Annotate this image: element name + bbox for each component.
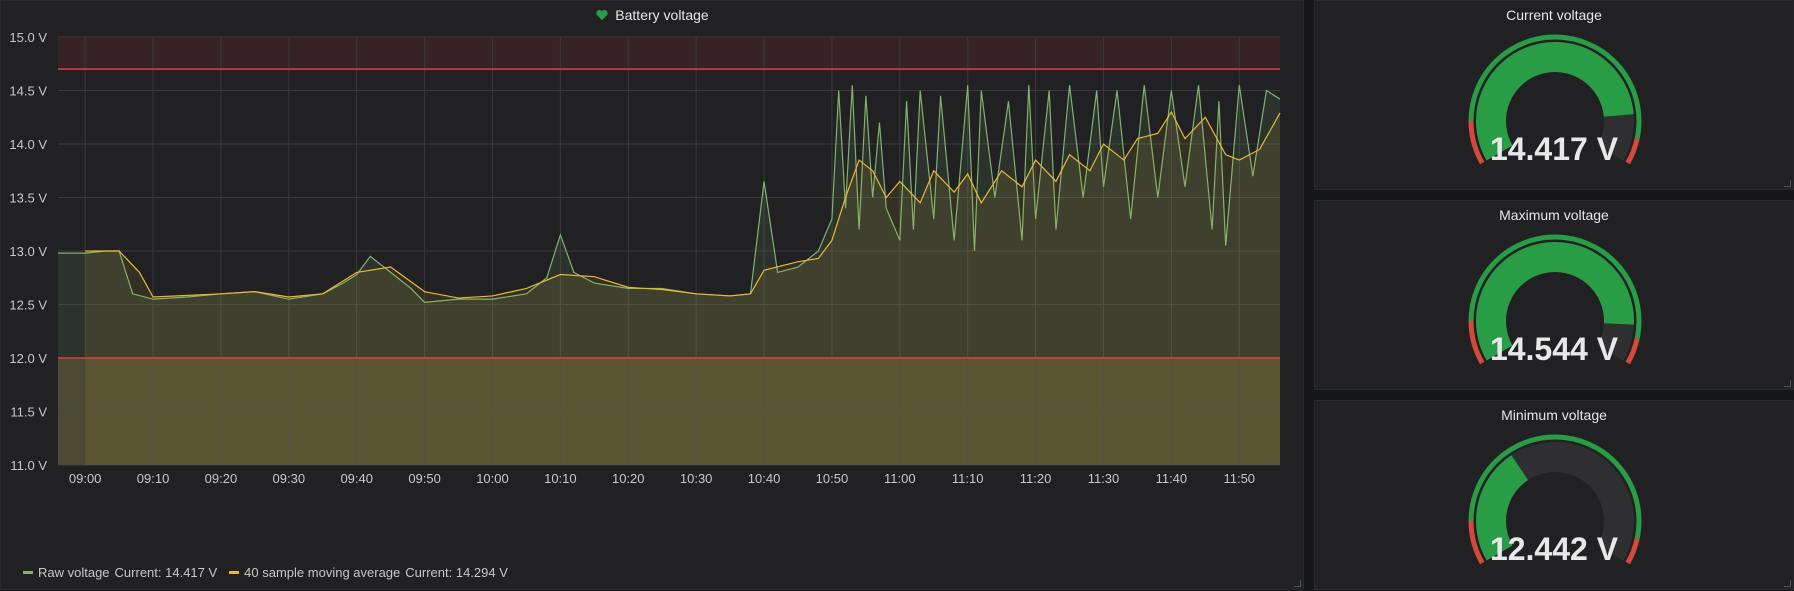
legend-avg-label: 40 sample moving average: [244, 565, 401, 580]
x-tick-label: 11:20: [1020, 471, 1052, 486]
high-threshold-arc: [1625, 537, 1640, 565]
maximum-voltage-gauge: [1468, 234, 1642, 365]
high-threshold-arc: [1625, 337, 1640, 365]
gauge-value-arc: [1476, 242, 1634, 361]
gauge-panel-minimum: Minimum voltage 12.442 V: [1314, 400, 1794, 590]
resize-handle[interactable]: [1784, 580, 1791, 587]
normal-range-arc: [1468, 234, 1642, 339]
y-tick-label: 11.0 V: [10, 458, 47, 473]
graph-panel-header[interactable]: Battery voltage: [1, 7, 1303, 25]
x-tick-label: 09:50: [408, 471, 441, 486]
battery-voltage-panel: Battery voltage 11.0 V 11.5 V 12.0 V 12.5 V…: [0, 0, 1304, 590]
legend-avg-current: Current: 14.294 V: [405, 565, 508, 580]
minimum-voltage-gauge: [1468, 434, 1642, 565]
y-tick-label: 12.5 V: [9, 298, 47, 313]
x-tick-label: 11:30: [1088, 471, 1120, 486]
x-tick-label: 11:50: [1223, 471, 1255, 486]
normal-range-arc: [1468, 34, 1642, 139]
heart-icon: [596, 10, 608, 21]
current-voltage-gauge: [1468, 34, 1642, 165]
raw-voltage-swatch: [23, 571, 33, 574]
resize-handle[interactable]: [1784, 180, 1791, 187]
low-threshold-arc: [1468, 520, 1485, 565]
x-tick-label: 09:20: [205, 471, 238, 486]
y-tick-label: 12.0 V: [9, 351, 47, 366]
gauge-value: 12.442 V: [1489, 531, 1619, 567]
graph-title: Battery voltage: [615, 7, 709, 23]
resize-handle[interactable]: [1294, 580, 1301, 587]
gauge-title[interactable]: Minimum voltage: [1501, 407, 1607, 423]
x-tick-label: 09:10: [137, 471, 170, 486]
y-tick-label: 13.5 V: [9, 191, 47, 206]
gauge-title[interactable]: Current voltage: [1506, 7, 1602, 23]
y-tick-label: 14.5 V: [9, 84, 47, 99]
x-tick-label: 10:40: [748, 471, 781, 486]
voltage-chart[interactable]: 11.0 V 11.5 V 12.0 V 12.5 V 13.0 V 13.5 V 14.0…: [1, 1, 1305, 561]
legend-raw-current: Current: 14.417 V: [114, 565, 218, 580]
moving-average-swatch: [229, 571, 240, 574]
y-tick-label: 14.0 V: [9, 137, 47, 152]
x-tick-label: 09:30: [273, 471, 306, 486]
raw-voltage-line: [58, 85, 1281, 303]
x-tick-label: 11:10: [952, 471, 984, 486]
gauge-value: 14.544 V: [1489, 331, 1619, 367]
gauge-value-arc: [1476, 455, 1529, 561]
x-tick-label: 10:10: [544, 471, 577, 486]
x-tick-label: 11:00: [884, 471, 916, 486]
series-area-0: [58, 85, 1280, 466]
resize-handle[interactable]: [1784, 380, 1791, 387]
low-threshold-arc: [1468, 120, 1485, 165]
legend-item-moving-average[interactable]: 40 sample moving average Current: 14.294…: [229, 565, 508, 580]
legend-raw-label: Raw voltage: [38, 565, 110, 580]
x-tick-label: 09:40: [340, 471, 373, 486]
moving-average-line: [85, 110, 1281, 299]
high-threshold-region: [58, 37, 1280, 70]
x-tick-label: 10:30: [680, 471, 713, 486]
y-tick-label: 11.5 V: [10, 405, 47, 420]
gauge-value-arc: [1476, 42, 1634, 161]
x-tick-label: 09:00: [69, 471, 102, 486]
x-tick-label: 11:40: [1156, 471, 1188, 486]
gauge-value: 14.417 V: [1489, 131, 1619, 167]
series-area-1: [85, 111, 1281, 466]
y-tick-label: 13.0 V: [9, 244, 47, 259]
x-tick-label: 10:00: [476, 471, 509, 486]
gauge-panel-current: Current voltage 14.417 V: [1314, 0, 1794, 190]
low-threshold-arc: [1468, 320, 1485, 365]
x-tick-label: 10:50: [816, 471, 849, 486]
high-threshold-arc: [1625, 137, 1640, 165]
graph-legend: Raw voltage Current: 14.417 V 40 sample …: [23, 565, 508, 580]
x-tick-label: 10:20: [612, 471, 645, 486]
gauge-title[interactable]: Maximum voltage: [1499, 207, 1609, 223]
gauge-panel-maximum: Maximum voltage 14.544 V: [1314, 200, 1794, 390]
normal-range-arc: [1468, 434, 1642, 539]
legend-item-raw-voltage[interactable]: Raw voltage Current: 14.417 V: [23, 565, 217, 580]
y-tick-label: 15.0 V: [9, 30, 47, 45]
